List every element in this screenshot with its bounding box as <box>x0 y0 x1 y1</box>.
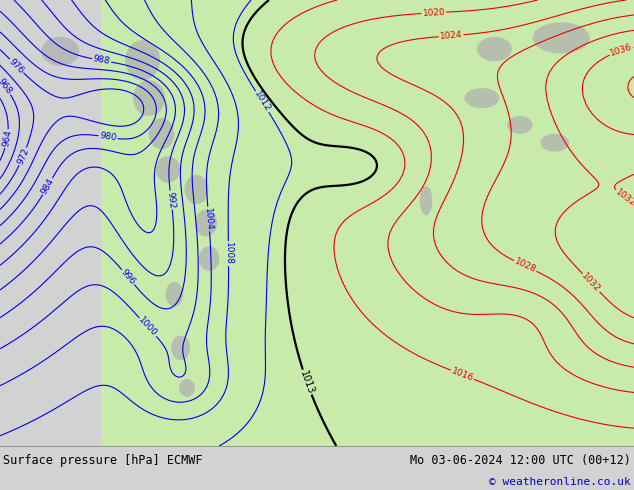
Ellipse shape <box>41 37 79 66</box>
Polygon shape <box>101 0 634 446</box>
Text: 988: 988 <box>93 54 111 66</box>
Ellipse shape <box>184 175 209 204</box>
Ellipse shape <box>171 336 190 360</box>
Ellipse shape <box>156 156 180 183</box>
Ellipse shape <box>199 246 219 271</box>
Ellipse shape <box>149 118 174 149</box>
Ellipse shape <box>165 282 183 307</box>
Text: 1020: 1020 <box>422 8 446 18</box>
Text: 1036: 1036 <box>609 43 633 58</box>
Text: 996: 996 <box>119 268 137 287</box>
Text: 1000: 1000 <box>137 316 159 339</box>
Text: 984: 984 <box>39 177 56 196</box>
Text: 1024: 1024 <box>439 30 463 41</box>
Text: 1016: 1016 <box>450 367 475 383</box>
Ellipse shape <box>133 80 165 116</box>
Text: 1028: 1028 <box>513 257 538 275</box>
Ellipse shape <box>179 379 195 397</box>
Text: 992: 992 <box>165 191 177 209</box>
Text: © weatheronline.co.uk: © weatheronline.co.uk <box>489 477 631 487</box>
Text: 1012: 1012 <box>252 90 272 114</box>
Ellipse shape <box>533 22 590 53</box>
Text: 1013: 1013 <box>298 369 316 395</box>
Text: 976: 976 <box>7 57 26 75</box>
Ellipse shape <box>540 134 569 151</box>
Text: Mo 03-06-2024 12:00 UTC (00+12): Mo 03-06-2024 12:00 UTC (00+12) <box>410 454 631 466</box>
Text: Surface pressure [hPa] ECMWF: Surface pressure [hPa] ECMWF <box>3 454 203 466</box>
Text: 968: 968 <box>0 77 13 96</box>
Ellipse shape <box>195 210 217 236</box>
Text: 964: 964 <box>1 129 13 148</box>
Text: 1004: 1004 <box>204 207 214 231</box>
Ellipse shape <box>126 40 160 80</box>
Ellipse shape <box>420 186 432 215</box>
Text: 980: 980 <box>99 131 117 143</box>
Ellipse shape <box>477 37 512 61</box>
Ellipse shape <box>507 116 533 134</box>
Text: 1032: 1032 <box>580 271 602 294</box>
Text: 1008: 1008 <box>224 242 233 265</box>
Ellipse shape <box>464 88 500 108</box>
Text: 1032: 1032 <box>614 187 634 208</box>
Text: 972: 972 <box>16 147 30 166</box>
